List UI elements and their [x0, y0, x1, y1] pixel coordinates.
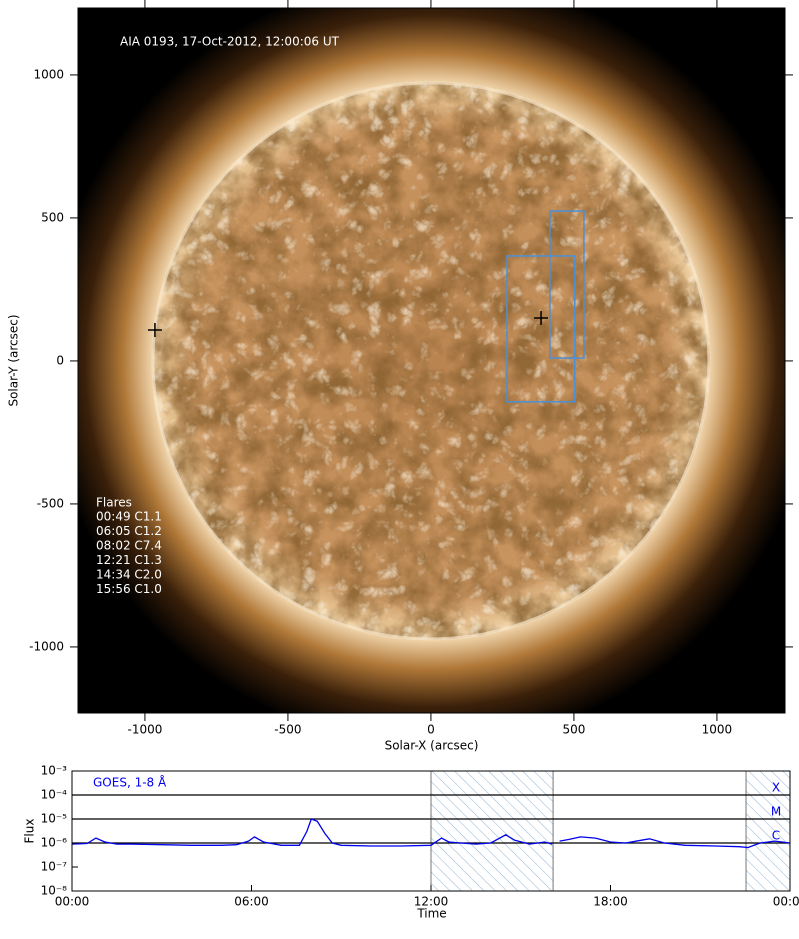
- legend-label: GOES, 1-8 Å: [93, 775, 167, 790]
- y-tick-label: 10⁻⁵: [41, 812, 68, 826]
- x-tick-label: -1000: [127, 723, 162, 737]
- y-tick-label: 10⁻⁶: [41, 836, 68, 850]
- flare-entry: 12:21 C1.3: [96, 553, 162, 567]
- disk-loops: [151, 81, 710, 640]
- x-tick-label: 0: [427, 723, 435, 737]
- x-tick-label: 12:00: [414, 895, 449, 909]
- solar-image: [78, 8, 785, 713]
- x-tick-label: -500: [274, 723, 301, 737]
- shaded-interval: [745, 770, 791, 892]
- y-tick-label: 0: [56, 353, 64, 367]
- x-tick-label: 00:00: [773, 895, 799, 909]
- flare-entry: 06:05 C1.2: [96, 524, 162, 538]
- solar-image-panel: -1000 -500 0 500 1000 -1000 -500 0 500 1000 Solar-…: [7, 0, 793, 753]
- image-title: AIA 0193, 17-Oct-2012, 12:00:06 UT: [120, 35, 340, 49]
- y-tick-label: 10⁻³: [41, 764, 68, 778]
- flare-entry: 15:56 C1.0: [96, 582, 162, 596]
- region-box: [506, 255, 576, 403]
- y-tick-label: 10⁻⁴: [41, 788, 68, 802]
- y-tick-label: 10⁻⁸: [41, 884, 68, 898]
- x-tick-label: 00:00: [55, 895, 90, 909]
- flare-entry: 00:49 C1.1: [96, 510, 162, 524]
- flux-line: [71, 818, 791, 849]
- y-axis-label: Solar-Y (arcsec): [7, 314, 21, 406]
- y-axis-label: Flux: [23, 819, 37, 844]
- x-tick-label: 500: [562, 723, 585, 737]
- x-axis-label: Solar-X (arcsec): [385, 739, 479, 753]
- level-label: M: [771, 805, 781, 819]
- y-tick-label: 10⁻⁷: [41, 860, 68, 874]
- level-label: C: [772, 829, 780, 843]
- flare-entry: 14:34 C2.0: [96, 568, 162, 582]
- y-tick-label: 1000: [33, 67, 64, 81]
- cross-marker: [534, 311, 549, 326]
- y-tick-label: -1000: [29, 639, 64, 653]
- region-box: [549, 210, 585, 359]
- y-tick-label: 500: [41, 210, 64, 224]
- shaded-interval: [430, 770, 554, 892]
- y-tick-label: -500: [37, 496, 64, 510]
- x-tick-label: 1000: [702, 723, 733, 737]
- cross-marker: [147, 323, 162, 338]
- x-tick-label: 18:00: [593, 895, 628, 909]
- level-label: X: [772, 781, 780, 795]
- x-axis-label: Time: [416, 907, 446, 921]
- x-tick-label: 06:00: [234, 895, 269, 909]
- flare-entry: 08:02 C7.4: [96, 539, 162, 553]
- flares-title: Flares: [96, 496, 132, 510]
- limb: [151, 81, 711, 641]
